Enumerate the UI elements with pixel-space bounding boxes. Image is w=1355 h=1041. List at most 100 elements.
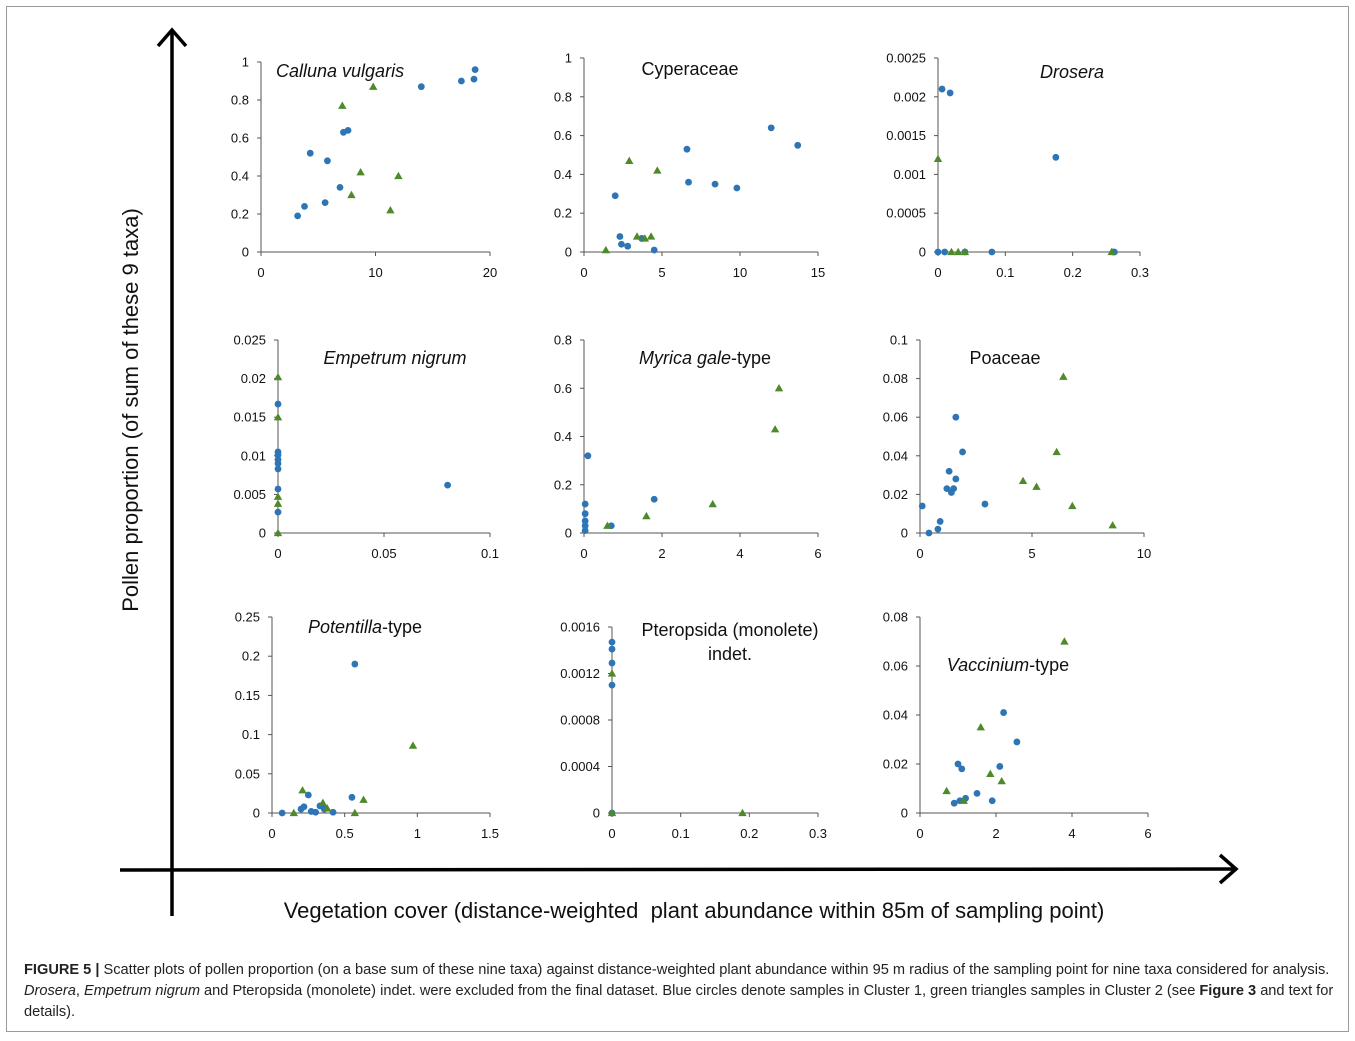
y-tick-label: 0.0008 <box>560 713 600 728</box>
x-tick-label: 0.2 <box>1064 265 1082 280</box>
data-point-circle <box>274 400 282 408</box>
panel-title: Potentilla-type <box>308 617 422 637</box>
data-point-triangle <box>273 528 283 537</box>
data-point-triangle <box>408 741 418 749</box>
data-point-triangle <box>289 808 298 817</box>
data-point-circle <box>958 765 966 773</box>
y-tick-label: 0.2 <box>554 477 572 492</box>
panel-title: Drosera <box>1040 62 1104 82</box>
data-point-circle <box>988 797 996 805</box>
x-tick-label: 0 <box>580 265 587 280</box>
y-tick-label: 0 <box>565 245 572 260</box>
panel-4: 0 0.005 0.01 0.015 0.02 0.025 0 0.05 0.1 Empetrum… <box>233 333 499 562</box>
data-point-circle <box>733 184 741 192</box>
y-tick-label: 1 <box>242 55 249 70</box>
data-point-triangle <box>1107 247 1116 256</box>
data-point-circle <box>324 157 331 165</box>
data-point-triangle <box>960 247 970 256</box>
data-point-circle <box>344 126 352 134</box>
data-point-circle <box>608 638 616 646</box>
x-tick-label: 0.3 <box>809 826 827 841</box>
x-tick-label: 0 <box>274 546 281 561</box>
data-point-circle <box>321 199 329 207</box>
x-tick-label: 0.05 <box>371 546 396 561</box>
panel-title-part: -type <box>382 617 422 637</box>
y-tick-label: 0 <box>565 526 572 541</box>
panel-title-part: Myrica gale <box>639 348 731 368</box>
data-point-circle <box>1013 738 1021 746</box>
x-tick-label: 6 <box>814 546 821 561</box>
panel-title-part: indet. <box>708 644 752 664</box>
data-point-triangle <box>369 82 378 90</box>
data-point-circle <box>925 529 933 537</box>
y-tick-label: 0.25 <box>235 610 260 625</box>
y-tick-label: 0.0004 <box>560 759 600 774</box>
x-tick-label: 4 <box>736 546 743 561</box>
data-point-triangle <box>640 234 650 242</box>
data-point-circle <box>274 465 282 473</box>
data-point-circle <box>794 141 802 149</box>
data-point-circle <box>417 83 425 91</box>
data-point-circle <box>581 500 589 508</box>
x-tick-label: 0.1 <box>481 546 499 561</box>
data-point-triangle <box>653 166 662 174</box>
x-tick-label: 0 <box>608 826 615 841</box>
data-point-circle <box>618 240 625 248</box>
x-tick-label: 5 <box>658 265 665 280</box>
x-tick-label: 0 <box>257 265 264 280</box>
data-point-triangle <box>646 232 656 240</box>
data-point-circle <box>941 248 949 256</box>
x-tick-label: 5 <box>1028 546 1035 561</box>
y-tick-label: 0.0016 <box>560 620 600 635</box>
y-tick-label: 0.6 <box>554 381 572 396</box>
y-tick-label: 0.025 <box>233 333 266 348</box>
panel-title: Vaccinium-type <box>947 655 1069 675</box>
data-point-circle <box>938 85 946 93</box>
y-tick-label: 0.002 <box>893 89 926 104</box>
y-tick-label: 0.015 <box>233 410 266 425</box>
y-tick-label: 0.01 <box>241 448 266 463</box>
y-tick-label: 0.8 <box>554 333 572 348</box>
data-point-circle <box>943 485 951 493</box>
y-tick-label: 0 <box>259 526 266 541</box>
data-point-circle <box>611 192 619 200</box>
y-tick-label: 0 <box>253 806 260 821</box>
data-point-triangle <box>601 245 611 254</box>
panel-8: 0 0.0004 0.0008 0.0012 0.0016 0 0.1 0.2 0.3 Ptero… <box>560 620 827 842</box>
y-tick-label: 0.2 <box>231 207 249 222</box>
data-point-circle <box>973 790 981 797</box>
data-point-circle <box>329 808 337 816</box>
data-point-circle <box>683 145 691 153</box>
data-point-circle <box>996 763 1004 770</box>
x-tick-label: 0 <box>916 546 923 561</box>
data-point-triangle <box>986 769 995 777</box>
panel-title: Cyperaceae <box>641 59 738 79</box>
data-point-circle <box>624 242 632 250</box>
data-point-circle <box>470 75 478 83</box>
data-point-triangle <box>350 808 360 817</box>
panel-6: 0 0.02 0.04 0.06 0.08 0.1 0 5 10 Poaceae <box>883 333 1152 562</box>
figure-frame <box>6 6 1349 1032</box>
panel-title-part: Cyperaceae <box>641 59 738 79</box>
x-tick-label: 10 <box>1137 546 1151 561</box>
data-point-circle <box>274 508 282 516</box>
x-tick-label: 20 <box>483 265 497 280</box>
data-point-circle <box>294 212 302 220</box>
x-tick-label: 10 <box>368 265 382 280</box>
y-tick-label: 0.04 <box>883 448 908 463</box>
y-tick-label: 0.04 <box>883 708 908 723</box>
x-tick-label: 0.2 <box>740 826 758 841</box>
caption-figure-ref: Figure 3 <box>1199 983 1257 999</box>
data-point-triangle <box>625 156 634 164</box>
y-tick-label: 0 <box>901 526 908 541</box>
data-point-triangle <box>273 492 283 500</box>
data-point-circle <box>918 502 926 510</box>
data-point-triangle <box>1059 372 1068 380</box>
data-point-circle <box>934 248 942 256</box>
data-point-circle <box>650 246 658 254</box>
y-tick-label: 0.4 <box>554 167 572 182</box>
y-tick-label: 0 <box>919 245 926 260</box>
